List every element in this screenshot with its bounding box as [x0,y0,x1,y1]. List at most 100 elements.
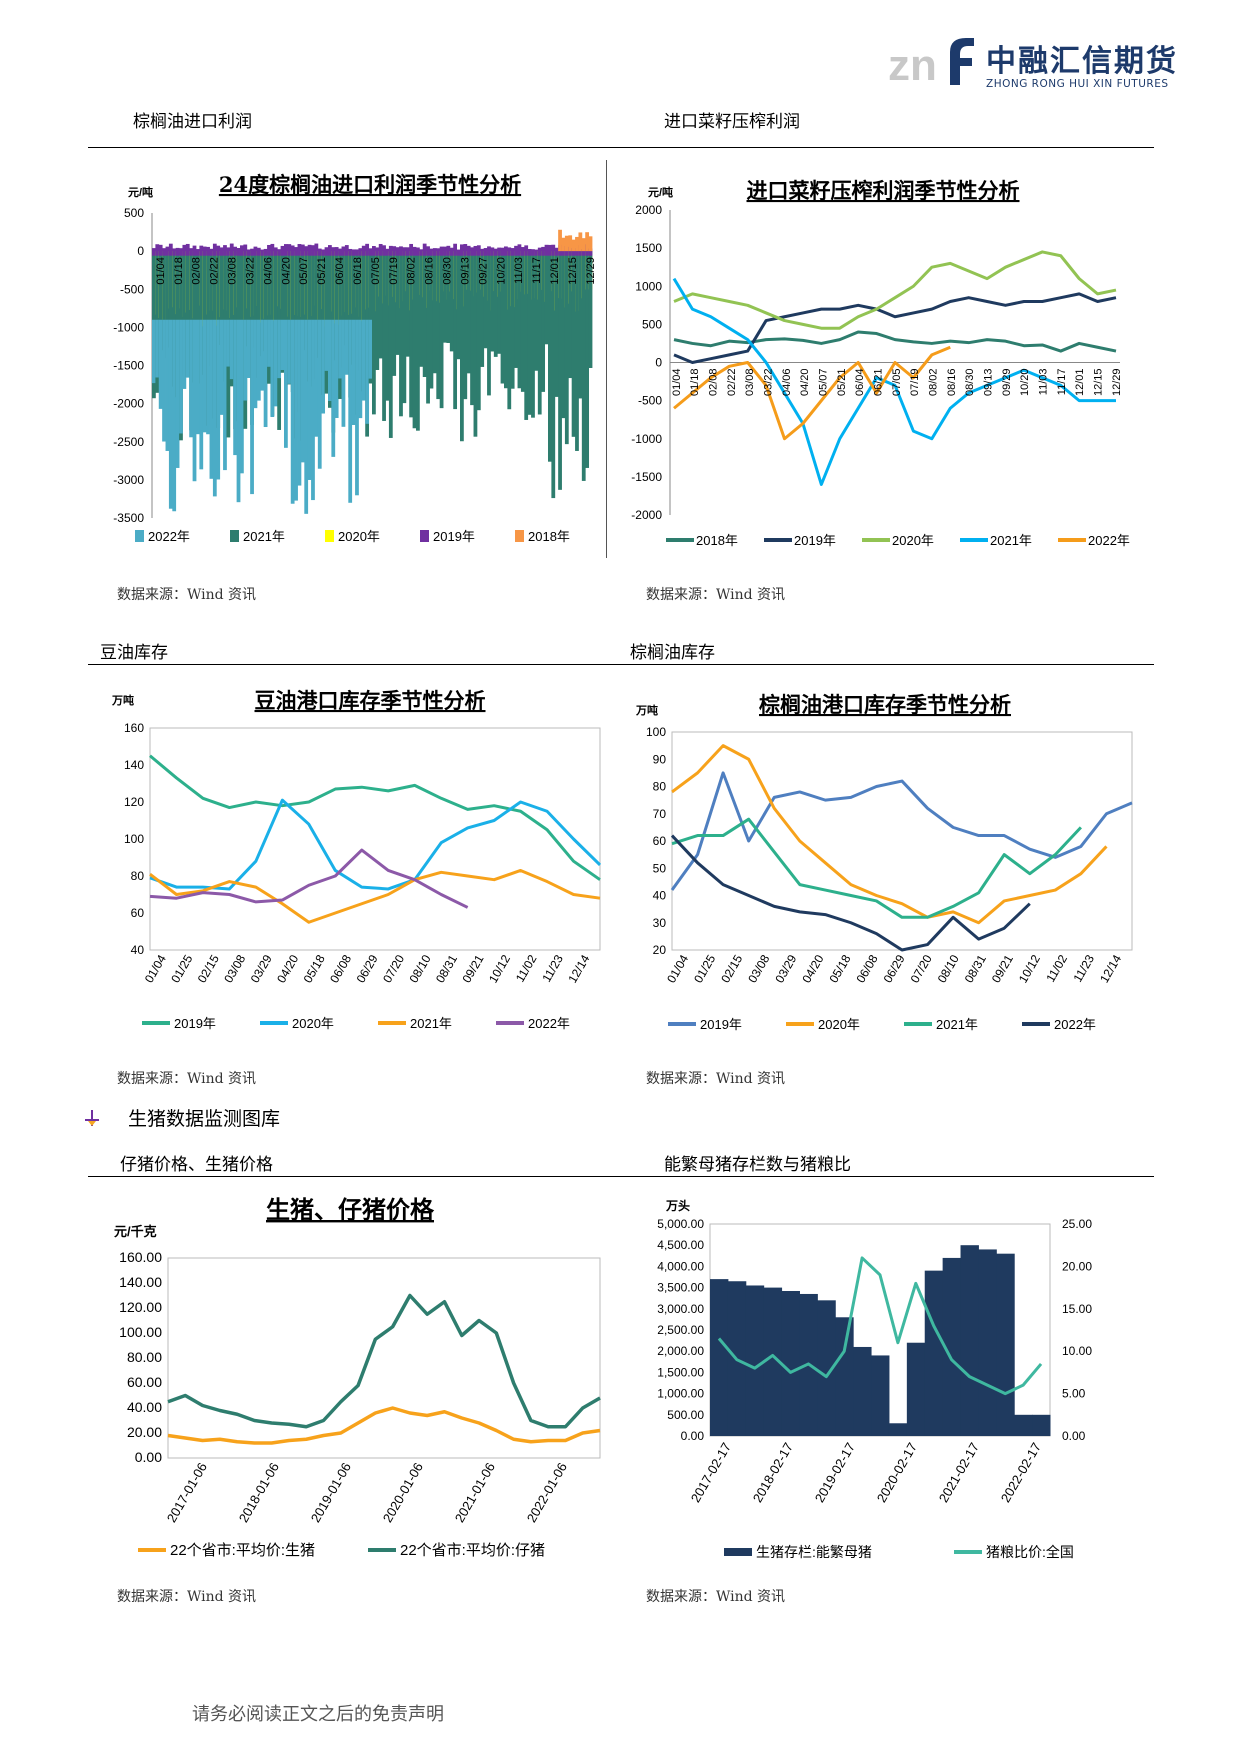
area-2018 [558,229,562,252]
x-tick-label: 05/07 [818,369,830,397]
y-tick-label-right: 5.00 [1062,1387,1086,1401]
area-2021 [564,251,569,445]
x-tick-label: 02/15 [195,952,222,985]
area-2022 [348,319,353,503]
area-2021 [568,251,573,379]
data-source-note: 数据来源：Wind 资讯 [117,1071,257,1087]
x-tick-label: 03/08 [221,952,248,985]
area-2022 [311,319,315,501]
plot-area [149,727,601,951]
area-2021 [196,251,200,365]
x-tick-label: 03/22 [763,369,775,397]
area-2022 [321,319,326,414]
area-2019 [443,246,447,256]
area-2019 [263,248,268,256]
area-2021 [473,251,478,437]
area-2019 [212,243,217,256]
x-tick-label: 10/20 [1019,369,1031,397]
area-2019 [250,248,254,256]
area-2021 [551,251,556,499]
area-2019 [476,245,481,256]
x-tick-label: 07/05 [891,369,903,397]
y-tick-label: 140.00 [119,1274,162,1290]
area-2019 [158,244,163,256]
y-tick-label: 0 [655,356,662,370]
area-2019 [206,246,210,256]
x-tick-label: 2019-02-17 [812,1440,858,1505]
legend-label: 2022年 [528,1016,570,1031]
area-2021 [199,251,204,384]
area-2019 [466,245,471,256]
area-2019 [304,246,309,256]
x-tick-label: 02/08 [191,257,203,285]
x-tick-label: 04/06 [262,257,274,285]
area-2018 [564,235,569,252]
area-2022 [263,319,268,428]
section-title-soyoil-inventory: 豆油库存 [100,643,168,663]
area-2021 [314,251,319,380]
area-2021 [209,251,214,367]
area-2019 [280,245,285,256]
x-tick-label: 02/15 [718,952,745,985]
area-2022 [219,319,224,415]
bar [1014,1414,1033,1436]
area-2021 [246,251,251,347]
area-2019 [267,244,271,256]
y-tick-label: -3000 [113,473,144,487]
area-2021 [382,251,386,421]
area-2019 [524,245,529,256]
area-2019 [243,244,248,256]
area-2019 [388,245,393,256]
area-2021 [548,251,552,462]
area-2019 [331,247,336,256]
area-2022 [175,319,180,468]
y-tick-label: 4,500.00 [657,1238,704,1252]
area-2021 [480,251,485,367]
y-tick-label: 60 [131,906,145,920]
bar [960,1245,979,1436]
area-2021 [165,251,170,359]
area-2019 [382,245,386,256]
area-2022 [199,319,204,470]
legend-label: 2022年 [148,529,190,544]
x-tick-label: 12/01 [1074,369,1086,397]
area-2022 [256,319,261,401]
y-tick-label: 100 [646,725,666,739]
area-2021 [429,251,434,389]
y-tick-label: 0.00 [135,1449,162,1465]
area-2021 [358,251,363,371]
y-tick-label: -1500 [113,359,144,373]
data-source-note: 数据来源：Wind 资讯 [646,587,786,603]
area-2019 [405,247,410,256]
legend-swatch [135,530,144,542]
x-tick-label: 11/17 [531,257,543,284]
area-2019 [172,248,177,256]
area-2021 [476,251,481,411]
area-2022 [314,319,319,437]
area-2021 [311,251,315,387]
area-2019 [575,248,579,256]
area-2021 [524,251,529,420]
area-2019 [368,248,373,256]
area-2019 [351,249,356,256]
area-2019 [378,243,383,256]
area-2019 [284,244,288,256]
bar [781,1290,800,1436]
area-2021 [317,251,322,358]
area-2018 [588,236,593,252]
y-tick-label: 2,000.00 [657,1344,704,1358]
x-tick-label: 10/12 [486,952,513,985]
area-2022 [324,319,329,371]
area-2019 [341,246,346,256]
area-2019 [226,247,231,256]
x-tick-label: 2020-02-17 [874,1440,920,1505]
y-tick-label: -500 [638,394,662,408]
legend-label: 2020年 [892,533,934,548]
area-2021 [439,251,444,409]
y-tick-label: 1000 [635,279,662,293]
area-2019 [168,243,173,256]
area-2022 [277,319,282,379]
x-tick-label: 11/02 [1043,952,1070,985]
y-tick-label-right: 20.00 [1062,1259,1092,1273]
y-tick-label: 70 [653,807,667,821]
